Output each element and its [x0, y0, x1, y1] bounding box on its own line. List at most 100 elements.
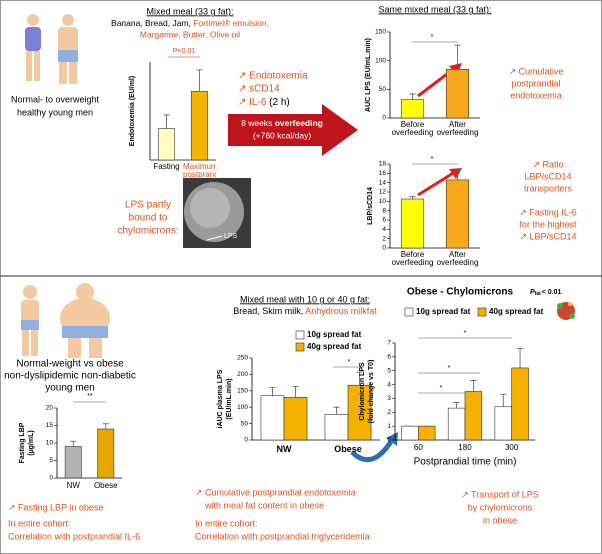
effect: ↗ sCD14: [238, 84, 280, 95]
category-box: NW: [66, 482, 80, 490]
bar: [283, 397, 308, 441]
legend-swatch: [477, 307, 487, 317]
significance: **: [87, 393, 93, 400]
x-tick-label: Maximum postprandial: [183, 163, 216, 180]
micrograph: [183, 178, 251, 248]
intervention-kind: overfeeding: [275, 118, 323, 128]
il6-note: for the highest: [519, 219, 577, 229]
subjects-line: Normal- to overweight: [11, 94, 100, 104]
effect: ↗ IL-6 (2 h): [238, 97, 290, 108]
category-box: NW: [277, 445, 292, 454]
y-axis-label: iAUC plasma LPS: [217, 369, 224, 428]
x-tick-label: NW: [66, 482, 80, 490]
category-box: 180: [458, 444, 471, 452]
bar: [400, 198, 425, 249]
x-axis-label: Postprandial time (min): [414, 457, 517, 468]
y-tick-label: 20: [46, 405, 54, 412]
subjects-line: young men: [45, 383, 94, 394]
y-tick-label: 12: [379, 189, 387, 196]
y-tick-label: 150: [375, 29, 386, 36]
legend-label: 40g spread fat: [489, 307, 544, 316]
x-tick-label: Obese: [334, 445, 362, 454]
y-tick-label: 18: [379, 161, 387, 168]
chylo-note: by chylomicrons: [468, 502, 533, 512]
bar: [260, 395, 285, 441]
y-tick-label: 4: [382, 226, 386, 233]
x-tick-label: Fasting: [153, 163, 180, 171]
y-tick-label: 3: [387, 395, 391, 402]
chart-title: Obese - Chylomicrons: [407, 287, 514, 298]
p-subscript: fat: [535, 291, 541, 297]
y-tick-label: 50: [241, 420, 249, 427]
error-bar: [454, 170, 461, 180]
error-bar: [70, 440, 77, 447]
bar: [324, 414, 349, 441]
error-bar: [196, 69, 203, 92]
x-tick-label: Before overfeeding: [391, 121, 434, 138]
legend-swatch: [295, 342, 305, 352]
y-axis-label: Endotoxemia (EU/ml): [129, 76, 136, 146]
error-bar: [292, 386, 299, 398]
y-axis-label: Chylomicron LPS: [359, 362, 366, 421]
category-box: Obese: [94, 482, 118, 490]
error-bar: [102, 423, 109, 429]
meal-item: Banana, Bread, Jam,: [111, 18, 191, 28]
significance: P<0.01: [173, 48, 195, 55]
category-box: Obese: [334, 445, 362, 454]
y-axis-label: (µg/mL): [28, 430, 35, 455]
category-box: Before overfeeding: [391, 251, 434, 268]
error-bar: [454, 44, 461, 70]
y-tick-label: 50: [379, 86, 387, 93]
error-bar: [500, 393, 507, 407]
lbp-note: In entire cohort:: [8, 518, 71, 528]
same-meal-title: Same mixed meal (33 g fat):: [378, 4, 491, 14]
y-tick-label: 200: [237, 371, 248, 378]
y-axis-label: AUC LPS (EU/mL.min): [365, 38, 372, 112]
significance: *: [448, 365, 451, 372]
y-tick-label: 0: [387, 437, 391, 444]
effect: ↗ Endotoxemia: [238, 71, 308, 82]
legend-label: 40g spread fat: [307, 342, 362, 351]
y-tick-label: 7: [387, 340, 391, 347]
bar: [64, 446, 82, 479]
lbp-note: Correlation with postprandial IL-6: [8, 531, 140, 541]
auc-note: with meal fat content in obese: [204, 500, 324, 510]
error-bar: [409, 196, 416, 199]
ratio-note: ↗ Ratio: [532, 159, 563, 169]
y-tick-label: 6: [382, 217, 386, 224]
subjects-line: non-dyslipidemic non-diabetic: [4, 371, 136, 382]
meal-items: Banana, Bread, Jam, Fortimel® emulsion,: [111, 18, 269, 28]
bar: [464, 391, 483, 441]
category-box: Maximum postprandial: [183, 163, 216, 180]
y-tick-label: 100: [375, 57, 386, 64]
significance: *: [348, 359, 351, 366]
error-bar: [269, 387, 276, 396]
y-tick-label: 5: [49, 457, 53, 464]
ratio-note: transporters: [524, 183, 573, 193]
effect: ↗ IL-6: [238, 97, 267, 108]
meal-item: Margarine, Butter, Olive oil: [140, 29, 240, 39]
subjects-line: healthy young men: [17, 107, 93, 117]
p-value: Pfat< 0.01: [530, 289, 562, 297]
y-tick-label: 6: [387, 354, 391, 361]
error-bar: [333, 406, 340, 415]
auc-note: Correlation with postprandial triglyceri…: [195, 531, 370, 541]
meal-items: Bread, Skim milk, Anhydrous milkfat: [233, 306, 377, 316]
meal-item: Fortimel® emulsion,: [193, 18, 269, 28]
error-bar: [453, 402, 460, 409]
p-threshold: < 0.01: [542, 289, 562, 296]
chylo-note: ↗ Transport of LPS: [461, 489, 539, 499]
image-label: LPS: [224, 233, 238, 240]
x-tick-label: 60: [413, 444, 423, 452]
il6-note: ↗ LBP/sCD14: [519, 231, 576, 241]
legend-label: 10g spread fat: [416, 307, 471, 316]
auc-note: endotoxemia: [510, 90, 562, 100]
effect-time: (2 h): [269, 97, 290, 108]
link-arrow: [350, 438, 395, 463]
bar: [447, 407, 466, 441]
x-tick-label: Before overfeeding: [391, 251, 434, 268]
lbp-note: ↗ Fasting LBP in obese: [8, 502, 103, 512]
category-box: After overfeeding: [437, 251, 479, 267]
legend-swatch: [404, 307, 414, 317]
il6-note: ↗ Fasting IL-6: [519, 207, 577, 217]
